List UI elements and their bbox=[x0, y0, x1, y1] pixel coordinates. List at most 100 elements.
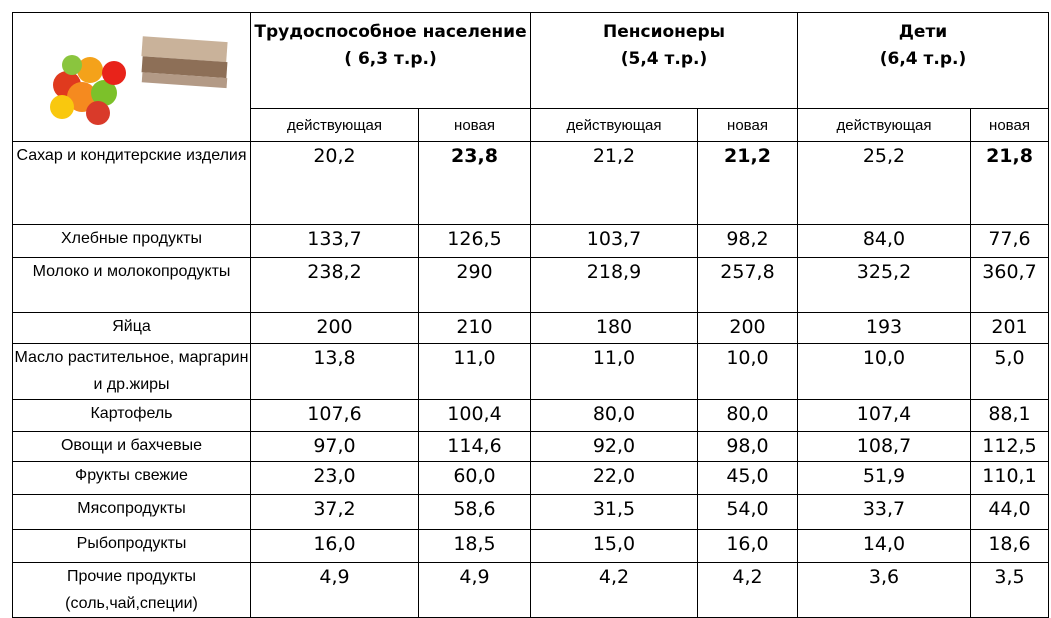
group-header: Пенсионеры(5,4 т.р.) bbox=[531, 13, 798, 109]
cell-value: 110,1 bbox=[971, 462, 1049, 495]
column-subheader: действующая bbox=[251, 109, 419, 142]
cell-value: 360,7 bbox=[971, 258, 1049, 313]
cell-value: 11,0 bbox=[419, 344, 531, 400]
cell-value: 92,0 bbox=[531, 432, 698, 462]
cell-value: 3,6 bbox=[798, 563, 971, 618]
cell-value: 107,6 bbox=[251, 400, 419, 432]
group-name: Пенсионеры bbox=[531, 19, 797, 46]
cell-value: 201 bbox=[971, 313, 1049, 344]
cell-value: 290 bbox=[419, 258, 531, 313]
cell-value: 97,0 bbox=[251, 432, 419, 462]
cell-value: 23,0 bbox=[251, 462, 419, 495]
cell-value: 238,2 bbox=[251, 258, 419, 313]
cell-value: 15,0 bbox=[531, 530, 698, 563]
row-label: Хлебные продукты bbox=[13, 225, 251, 258]
cell-value: 4,9 bbox=[419, 563, 531, 618]
cell-value: 88,1 bbox=[971, 400, 1049, 432]
cell-value: 33,7 bbox=[798, 495, 971, 530]
column-subheader: новая bbox=[971, 109, 1049, 142]
row-label: Мясопродукты bbox=[13, 495, 251, 530]
cell-value: 108,7 bbox=[798, 432, 971, 462]
cell-value: 325,2 bbox=[798, 258, 971, 313]
cell-value: 5,0 bbox=[971, 344, 1049, 400]
cell-value: 100,4 bbox=[419, 400, 531, 432]
cell-value: 18,6 bbox=[971, 530, 1049, 563]
cell-value: 80,0 bbox=[531, 400, 698, 432]
cell-value: 21,8 bbox=[971, 142, 1049, 225]
cell-value: 98,2 bbox=[698, 225, 798, 258]
cell-value: 112,5 bbox=[971, 432, 1049, 462]
cell-value: 180 bbox=[531, 313, 698, 344]
cell-value: 11,0 bbox=[531, 344, 698, 400]
cell-value: 54,0 bbox=[698, 495, 798, 530]
column-subheader: действующая bbox=[531, 109, 698, 142]
cell-value: 51,9 bbox=[798, 462, 971, 495]
cell-value: 22,0 bbox=[531, 462, 698, 495]
cell-value: 25,2 bbox=[798, 142, 971, 225]
cell-value: 4,2 bbox=[531, 563, 698, 618]
cell-value: 44,0 bbox=[971, 495, 1049, 530]
cell-value: 18,5 bbox=[419, 530, 531, 563]
cell-value: 77,6 bbox=[971, 225, 1049, 258]
cell-value: 45,0 bbox=[698, 462, 798, 495]
column-subheader: новая bbox=[698, 109, 798, 142]
row-label: Картофель bbox=[13, 400, 251, 432]
cell-value: 80,0 bbox=[698, 400, 798, 432]
cell-value: 16,0 bbox=[698, 530, 798, 563]
cell-value: 98,0 bbox=[698, 432, 798, 462]
cell-value: 16,0 bbox=[251, 530, 419, 563]
cell-value: 193 bbox=[798, 313, 971, 344]
cell-value: 4,2 bbox=[698, 563, 798, 618]
group-norm: ( 6,3 т.р.) bbox=[251, 46, 530, 73]
row-label: Овощи и бахчевые bbox=[13, 432, 251, 462]
cell-value: 60,0 bbox=[419, 462, 531, 495]
cell-value: 37,2 bbox=[251, 495, 419, 530]
cell-value: 200 bbox=[251, 313, 419, 344]
column-subheader: новая bbox=[419, 109, 531, 142]
cell-value: 257,8 bbox=[698, 258, 798, 313]
cell-value: 3,5 bbox=[971, 563, 1049, 618]
cell-value: 133,7 bbox=[251, 225, 419, 258]
row-label: Рыбопродукты bbox=[13, 530, 251, 563]
cell-value: 21,2 bbox=[698, 142, 798, 225]
cell-value: 21,2 bbox=[531, 142, 698, 225]
cell-value: 218,9 bbox=[531, 258, 698, 313]
candy-picture bbox=[17, 15, 247, 135]
cell-value: 200 bbox=[698, 313, 798, 344]
cell-value: 210 bbox=[419, 313, 531, 344]
row-label: Молоко и молокопродукты bbox=[13, 258, 251, 313]
cell-value: 4,9 bbox=[251, 563, 419, 618]
page: Трудоспособное население( 6,3 т.р.)Пенси… bbox=[0, 0, 1051, 617]
cell-value: 20,2 bbox=[251, 142, 419, 225]
group-norm: (5,4 т.р.) bbox=[531, 46, 797, 73]
cell-value: 84,0 bbox=[798, 225, 971, 258]
cell-value: 23,8 bbox=[419, 142, 531, 225]
row-label: Прочие продукты (соль,чай,специи) bbox=[13, 563, 251, 618]
group-header: Трудоспособное население( 6,3 т.р.) bbox=[251, 13, 531, 109]
cell-value: 31,5 bbox=[531, 495, 698, 530]
cell-value: 114,6 bbox=[419, 432, 531, 462]
cell-value: 103,7 bbox=[531, 225, 698, 258]
cell-value: 10,0 bbox=[798, 344, 971, 400]
group-name: Трудоспособное население bbox=[251, 19, 530, 46]
cell-value: 13,8 bbox=[251, 344, 419, 400]
food-basket-table: Трудоспособное население( 6,3 т.р.)Пенси… bbox=[12, 12, 1049, 618]
row-label: Сахар и кондитерские изделия bbox=[13, 142, 251, 225]
cell-value: 107,4 bbox=[798, 400, 971, 432]
row-label: Фрукты свежие bbox=[13, 462, 251, 495]
picture-cell bbox=[13, 13, 251, 142]
group-norm: (6,4 т.р.) bbox=[798, 46, 1048, 73]
row-label: Яйца bbox=[13, 313, 251, 344]
cell-value: 10,0 bbox=[698, 344, 798, 400]
